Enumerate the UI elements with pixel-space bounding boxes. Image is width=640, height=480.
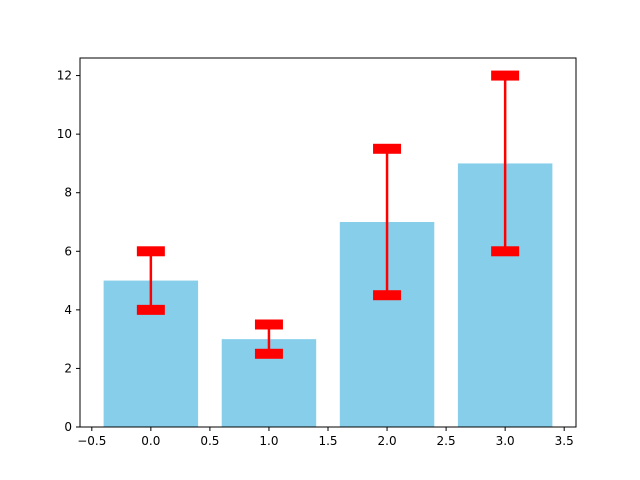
y-axis: 0 2 4 6 8 10 12 — [57, 69, 80, 434]
y-tick-label: 12 — [57, 69, 72, 83]
x-axis: −0.5 0.0 0.5 1.0 1.5 2.0 2.5 3.0 3.5 — [77, 427, 574, 448]
x-tick-label: 0.0 — [141, 434, 160, 448]
error-cap-bottom — [136, 304, 165, 315]
error-cap-top — [254, 319, 283, 330]
x-tick-label: −0.5 — [77, 434, 106, 448]
x-tick-label: 1.0 — [259, 434, 278, 448]
x-tick-label: 3.0 — [496, 434, 515, 448]
error-cap-top — [136, 246, 165, 257]
y-tick-label: 6 — [64, 244, 72, 258]
y-tick-label: 4 — [64, 303, 72, 317]
x-tick-label: 2.5 — [437, 434, 456, 448]
x-tick-label: 2.0 — [378, 434, 397, 448]
x-tick-label: 1.5 — [318, 434, 337, 448]
error-cap-top — [373, 143, 402, 154]
y-tick-label: 2 — [64, 361, 72, 375]
y-tick-label: 8 — [64, 186, 72, 200]
x-tick-label: 3.5 — [555, 434, 574, 448]
error-cap-bottom — [254, 348, 283, 359]
y-tick-label: 10 — [57, 127, 72, 141]
error-cap-bottom — [491, 246, 520, 257]
error-cap-top — [491, 70, 520, 81]
error-bars-layer — [136, 70, 520, 359]
y-tick-label: 0 — [64, 420, 72, 434]
error-cap-bottom — [373, 290, 402, 301]
x-tick-label: 0.5 — [200, 434, 219, 448]
